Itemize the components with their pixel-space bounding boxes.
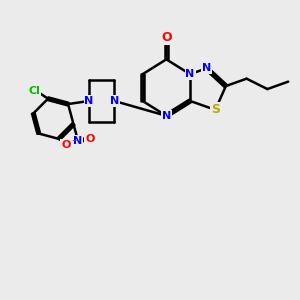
- Text: N: N: [185, 69, 195, 79]
- Text: S: S: [211, 103, 220, 116]
- Text: O: O: [61, 140, 71, 150]
- Text: Cl: Cl: [29, 86, 40, 96]
- Text: N: N: [202, 63, 211, 73]
- Text: O: O: [161, 31, 172, 44]
- Text: N: N: [110, 96, 119, 106]
- Text: N: N: [73, 136, 83, 146]
- Text: O: O: [85, 134, 94, 144]
- Text: N: N: [162, 111, 171, 121]
- Text: N: N: [84, 96, 94, 106]
- Text: ⁻: ⁻: [71, 139, 76, 148]
